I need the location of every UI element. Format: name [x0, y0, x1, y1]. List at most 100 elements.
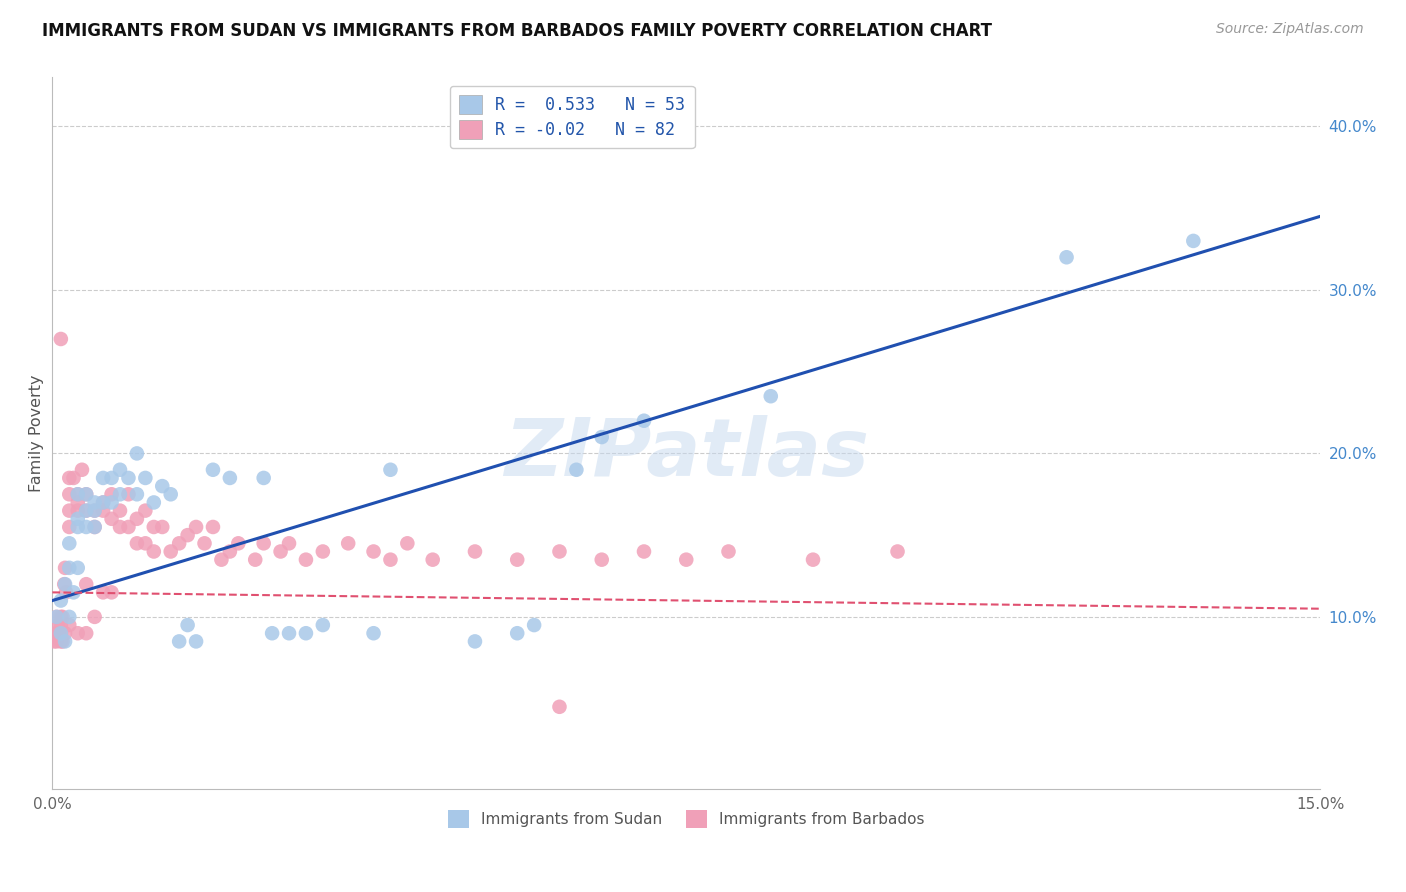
Point [548, 544, 571, 558]
Point [125, 446, 148, 460]
Point [53, 577, 76, 591]
Point [117, 471, 139, 485]
Point [675, 552, 697, 566]
Point [565, 463, 588, 477]
Point [49, 332, 72, 346]
Point [278, 536, 301, 550]
Point [75, 487, 97, 501]
Point [117, 520, 139, 534]
Point [422, 552, 444, 566]
Point [66, 495, 89, 509]
Point [464, 634, 486, 648]
Point [245, 552, 267, 566]
Point [62, 585, 84, 599]
Point [51, 634, 73, 648]
Point [58, 561, 80, 575]
Point [100, 512, 122, 526]
Point [58, 536, 80, 550]
Point [633, 414, 655, 428]
Point [66, 626, 89, 640]
Point [295, 626, 318, 640]
Point [125, 536, 148, 550]
Point [312, 544, 335, 558]
Point [91, 503, 114, 517]
Point [91, 495, 114, 509]
Point [801, 552, 824, 566]
Point [49, 634, 72, 648]
Point [184, 634, 207, 648]
Point [108, 520, 131, 534]
Point [506, 552, 529, 566]
Point [759, 389, 782, 403]
Point [42, 634, 65, 648]
Point [66, 561, 89, 575]
Point [91, 585, 114, 599]
Point [49, 618, 72, 632]
Point [66, 512, 89, 526]
Point [278, 626, 301, 640]
Point [159, 487, 181, 501]
Point [591, 430, 613, 444]
Point [75, 487, 97, 501]
Point [100, 495, 122, 509]
Point [66, 487, 89, 501]
Point [58, 487, 80, 501]
Point [75, 626, 97, 640]
Point [75, 503, 97, 517]
Point [53, 561, 76, 575]
Point [142, 495, 165, 509]
Point [53, 634, 76, 648]
Point [228, 536, 250, 550]
Point [337, 536, 360, 550]
Point [100, 585, 122, 599]
Point [295, 552, 318, 566]
Point [83, 520, 105, 534]
Point [193, 536, 215, 550]
Point [184, 520, 207, 534]
Point [45, 610, 67, 624]
Point [45, 626, 67, 640]
Point [83, 610, 105, 624]
Point [75, 520, 97, 534]
Point [51, 610, 73, 624]
Point [218, 544, 240, 558]
Point [396, 536, 419, 550]
Point [83, 503, 105, 517]
Point [58, 520, 80, 534]
Point [380, 463, 402, 477]
Point [1056, 250, 1078, 264]
Point [66, 503, 89, 517]
Point [218, 471, 240, 485]
Point [270, 544, 292, 558]
Point [134, 503, 156, 517]
Point [142, 520, 165, 534]
Point [75, 503, 97, 517]
Point [176, 618, 198, 632]
Point [58, 471, 80, 485]
Text: ZIPatlas: ZIPatlas [503, 416, 869, 493]
Point [49, 610, 72, 624]
Point [53, 577, 76, 591]
Point [262, 626, 284, 640]
Point [46, 618, 69, 632]
Point [83, 520, 105, 534]
Point [312, 618, 335, 632]
Point [167, 634, 190, 648]
Point [117, 487, 139, 501]
Point [58, 610, 80, 624]
Point [380, 552, 402, 566]
Point [83, 495, 105, 509]
Point [886, 544, 908, 558]
Point [49, 626, 72, 640]
Point [253, 471, 276, 485]
Point [108, 463, 131, 477]
Point [91, 495, 114, 509]
Point [506, 626, 529, 640]
Point [591, 552, 613, 566]
Point [83, 503, 105, 517]
Point [134, 536, 156, 550]
Point [49, 626, 72, 640]
Point [62, 471, 84, 485]
Point [58, 618, 80, 632]
Point [49, 593, 72, 607]
